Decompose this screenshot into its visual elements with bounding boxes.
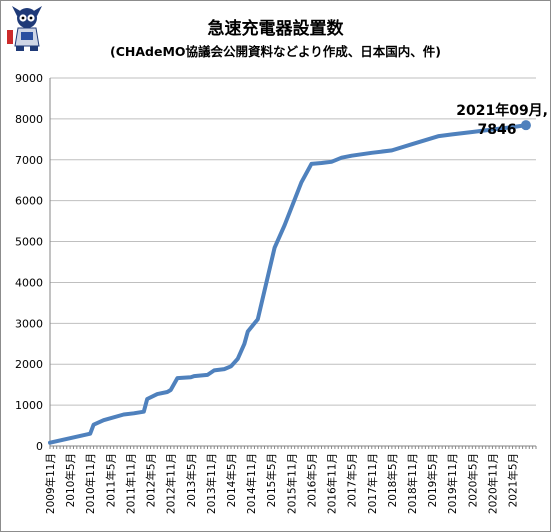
y-tick-label: 6000 bbox=[15, 195, 43, 208]
y-tick-label: 9000 bbox=[15, 72, 43, 85]
chart-title: 急速充電器設置数 bbox=[207, 19, 344, 39]
annotation-line1: 2021年09月, bbox=[456, 102, 548, 119]
x-tick-label: 2019年11月 bbox=[446, 453, 459, 514]
x-tick-label: 2018年5月 bbox=[386, 453, 399, 507]
y-tick-label: 4000 bbox=[15, 276, 43, 289]
y-tick-label: 0 bbox=[36, 440, 43, 453]
x-tick-label: 2014年5月 bbox=[225, 453, 238, 507]
x-tick-label: 2012年5月 bbox=[145, 453, 158, 507]
y-tick-label: 1000 bbox=[15, 399, 43, 412]
x-tick-label: 2009年11月 bbox=[44, 453, 57, 514]
x-tick-label: 2021年5月 bbox=[507, 453, 520, 507]
y-tick-label: 7000 bbox=[15, 154, 43, 167]
x-tick-label: 2011年5月 bbox=[104, 453, 117, 507]
x-tick-label: 2016年11月 bbox=[326, 453, 339, 514]
y-tick-label: 5000 bbox=[15, 236, 43, 249]
x-tick-label: 2010年11月 bbox=[84, 453, 97, 514]
y-tick-label: 8000 bbox=[15, 113, 43, 126]
x-tick-label: 2018年11月 bbox=[406, 453, 419, 514]
x-tick-label: 2010年5月 bbox=[64, 453, 77, 507]
x-tick-label: 2013年11月 bbox=[205, 453, 218, 514]
x-tick-label: 2017年11月 bbox=[366, 453, 379, 514]
x-tick-label: 2017年5月 bbox=[346, 453, 359, 507]
x-tick-label: 2015年5月 bbox=[265, 453, 278, 507]
x-tick-label: 2019年5月 bbox=[426, 453, 439, 507]
x-tick-label: 2016年5月 bbox=[305, 453, 318, 507]
y-tick-label: 3000 bbox=[15, 317, 43, 330]
x-tick-label: 2020年11月 bbox=[486, 453, 499, 514]
x-tick-label: 2020年5月 bbox=[466, 453, 479, 507]
chart-subtitle: (CHAdeMO協議会公開資料などより作成、日本国内、件) bbox=[110, 44, 441, 59]
x-tick-label: 2011年11月 bbox=[124, 453, 137, 514]
y-tick-label: 2000 bbox=[15, 358, 43, 371]
mascot-logo bbox=[7, 6, 42, 51]
x-tick-label: 2014年11月 bbox=[245, 453, 258, 514]
x-tick-label: 2015年11月 bbox=[285, 453, 298, 514]
annotation-line2: 7846 bbox=[478, 122, 517, 138]
x-tick-label: 2013年5月 bbox=[185, 453, 198, 507]
x-tick-label: 2012年11月 bbox=[165, 453, 178, 514]
series-line bbox=[48, 123, 528, 445]
end-point-marker bbox=[520, 120, 531, 131]
